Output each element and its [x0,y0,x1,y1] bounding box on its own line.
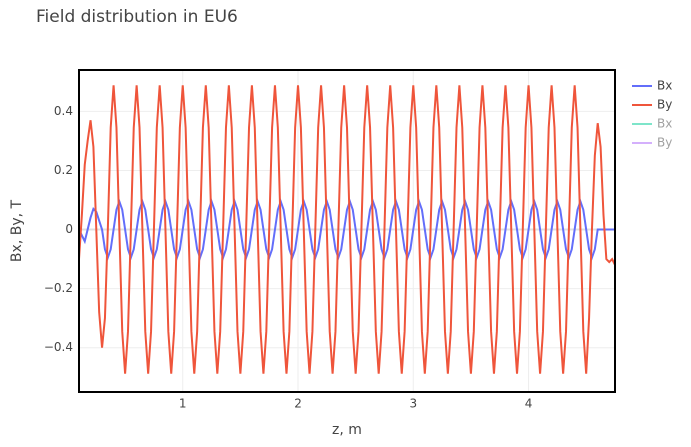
y-tick-label: 0 [65,222,73,236]
legend-item[interactable]: By [632,98,672,112]
x-tick-label: 2 [294,397,302,411]
y-tick-label: 0.2 [54,163,73,177]
plot-frame [78,69,616,393]
legend-item[interactable]: Bx [632,117,672,131]
y-tick-label: −0.4 [44,340,73,354]
series-line [79,85,615,374]
legend-label: Bx [657,79,672,93]
legend-item[interactable]: By [632,136,672,150]
x-tick-label: 1 [179,397,187,411]
x-axis-title: z, m [332,422,362,438]
legend-label: By [657,136,672,150]
legend-label: Bx [657,117,672,131]
x-tick-label: 3 [409,397,417,411]
legend: Bx By Bx By [632,79,672,150]
x-tick-label: 4 [525,397,533,411]
plot-lines [79,85,615,374]
chart-title: Field distribution in EU6 [36,7,238,27]
series-line [79,198,615,261]
y-tick-label: 0.4 [54,104,73,118]
y-axis-title: Bx, By, T [9,199,25,262]
legend-item[interactable]: Bx [632,79,672,93]
legend-label: By [657,98,672,112]
y-tick-label: −0.2 [44,281,73,295]
